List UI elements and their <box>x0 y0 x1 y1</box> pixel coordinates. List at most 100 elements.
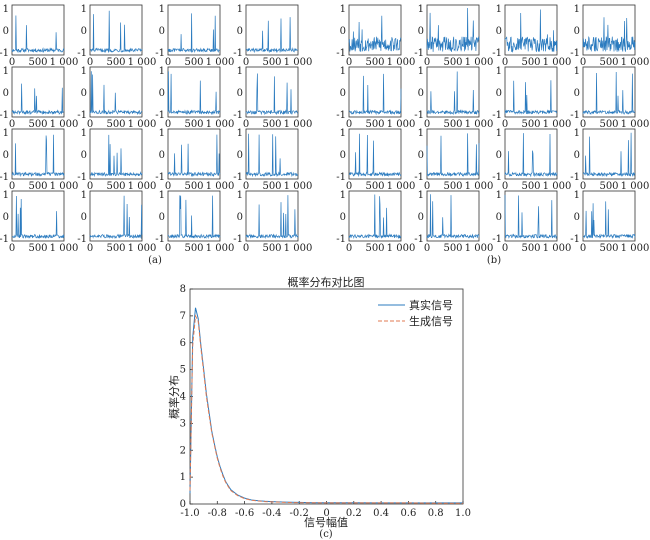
y-tick-label: 5 <box>180 365 186 376</box>
subplot-signal-line <box>426 194 480 239</box>
subplot-y-tick-label: -1 <box>155 234 165 245</box>
subplot-signal-line <box>245 195 299 239</box>
subplot-x-tick-label: 500 <box>443 181 462 192</box>
subplot-frame <box>426 128 480 180</box>
x-tick-label: -0.8 <box>208 508 227 519</box>
subplot-x-tick-label: 1 000 <box>543 181 572 192</box>
subplot-y-tick-label: -1 <box>0 110 9 121</box>
subplot-signal-line <box>426 133 480 177</box>
subplot-x-tick-label: 1 000 <box>387 119 416 130</box>
subplot-y-tick-label: -1 <box>570 48 580 59</box>
subplot-y-tick-label: 1 <box>237 4 243 15</box>
subplot-x-tick-label: 500 <box>184 243 203 254</box>
subplot-y-tick-label: -1 <box>336 48 346 59</box>
subplot-x-tick-label: 0 <box>580 57 586 68</box>
subplot: 10-10 500 1 000 <box>570 190 649 254</box>
x-tick-label: 0.8 <box>428 508 444 519</box>
subplot-x-tick-label: 500 <box>599 119 618 130</box>
subplot-y-tick-label: 0 <box>418 26 424 37</box>
subplot-x-tick-label: 1 000 <box>621 243 650 254</box>
subplot-x-tick-label: 0 <box>87 243 93 254</box>
subplot-x-tick-label: 0 <box>346 119 352 130</box>
subplot-y-tick-label: 1 <box>340 128 346 139</box>
subplot-y-tick-label: 1 <box>159 190 165 201</box>
subplot-y-tick-label: 1 <box>159 4 165 15</box>
subplot-frame <box>582 66 636 118</box>
subplot-x-tick-label: 500 <box>184 119 203 130</box>
subplot-x-tick-label: 0 <box>243 181 249 192</box>
subplot-x-tick-label: 1 000 <box>387 57 416 68</box>
subplot-y-tick-label: 0 <box>237 26 243 37</box>
subplot-x-tick-label: 1 000 <box>284 119 313 130</box>
subplot-signal-line <box>504 133 558 178</box>
subplot-y-tick-label: -1 <box>570 110 580 121</box>
subplot-y-tick-label: 0 <box>340 26 346 37</box>
chart-c-ylabel: 概率分布 <box>167 375 181 419</box>
subplot-y-tick-label: 0 <box>496 88 502 99</box>
subplot-frame <box>167 4 221 56</box>
y-tick-label: 7 <box>180 311 186 322</box>
subplot-y-tick-label: 1 <box>340 66 346 77</box>
subplot-y-tick-label: 0 <box>574 88 580 99</box>
subplot-x-tick-label: 500 <box>521 181 540 192</box>
subplot-x-tick-label: 0 <box>580 181 586 192</box>
subplot-y-tick-label: 1 <box>574 128 580 139</box>
subplot-y-tick-label: -1 <box>233 48 243 59</box>
subplot-y-tick-label: 0 <box>574 26 580 37</box>
subplot-y-tick-label: 1 <box>418 128 424 139</box>
subplot-signal-line <box>348 194 402 240</box>
subplot-frame <box>11 4 65 56</box>
subplot-x-tick-label: 500 <box>106 119 125 130</box>
subplot: 10-10 500 1 000 <box>492 128 571 192</box>
subplot: 10-10 500 1 000 <box>492 66 571 130</box>
subplot-x-tick-label: 500 <box>365 57 384 68</box>
subplot-frame <box>11 190 65 242</box>
subplot-x-tick-label: 500 <box>521 243 540 254</box>
subplot-y-tick-label: 1 <box>81 128 87 139</box>
subplot-y-tick-label: 1 <box>3 128 9 139</box>
subplot-x-tick-label: 500 <box>365 181 384 192</box>
subplot-y-tick-label: -1 <box>492 172 502 183</box>
subplot-y-tick-label: 1 <box>237 190 243 201</box>
subplot-x-tick-label: 1 000 <box>128 243 157 254</box>
subplot: 10-10 500 1 000 <box>414 4 493 68</box>
subplot-x-tick-label: 1 000 <box>206 57 235 68</box>
subplot: 10-10 500 1 000 <box>336 190 415 254</box>
subplot-signal-line <box>245 17 299 54</box>
subplot-frame <box>167 128 221 180</box>
subplot-x-tick-label: 0 <box>165 243 171 254</box>
subplot-x-tick-label: 0 <box>502 57 508 68</box>
subplot-x-tick-label: 1 000 <box>621 57 650 68</box>
subplot-x-tick-label: 500 <box>28 243 47 254</box>
subplot-x-tick-label: 0 <box>346 243 352 254</box>
subplot: 10-10 500 1 000 <box>155 4 234 68</box>
subplot-signal-line <box>11 15 65 54</box>
subplot-x-tick-label: 0 <box>502 181 508 192</box>
subplot-x-tick-label: 0 <box>87 57 93 68</box>
legend-real-label: 真实信号 <box>409 298 453 312</box>
subplot: 10-10 500 1 000 <box>0 128 78 192</box>
subplot-y-tick-label: -1 <box>414 172 424 183</box>
subplot: 10-10 500 1 000 <box>570 4 649 68</box>
subplot-x-tick-label: 0 <box>502 243 508 254</box>
subplot-frame <box>89 66 143 118</box>
subplot-y-tick-label: -1 <box>0 234 9 245</box>
subplot-y-tick-label: 0 <box>81 26 87 37</box>
subplot-signal-line <box>348 15 402 52</box>
series-real-line <box>189 307 463 504</box>
subplot-y-tick-label: 0 <box>418 212 424 223</box>
subplot-y-tick-label: 1 <box>496 4 502 15</box>
subplot-x-tick-label: 1 000 <box>128 119 157 130</box>
subplot-x-tick-label: 0 <box>580 119 586 130</box>
subplot: 10-10 500 1 000 <box>336 4 415 68</box>
subplot-x-tick-label: 0 <box>9 181 15 192</box>
subplot-y-tick-label: -1 <box>414 48 424 59</box>
subplot: 10-10 500 1 000 <box>492 4 571 68</box>
subplot-x-tick-label: 1 000 <box>621 181 650 192</box>
subplot-x-tick-label: 1 000 <box>465 119 494 130</box>
subplot-y-tick-label: 0 <box>159 26 165 37</box>
panel-b-label: (b) <box>487 255 501 266</box>
subplot: 10-10 500 1 000 <box>414 128 493 192</box>
subplot-x-tick-label: 1 000 <box>284 181 313 192</box>
subplot-x-tick-label: 1 000 <box>206 243 235 254</box>
